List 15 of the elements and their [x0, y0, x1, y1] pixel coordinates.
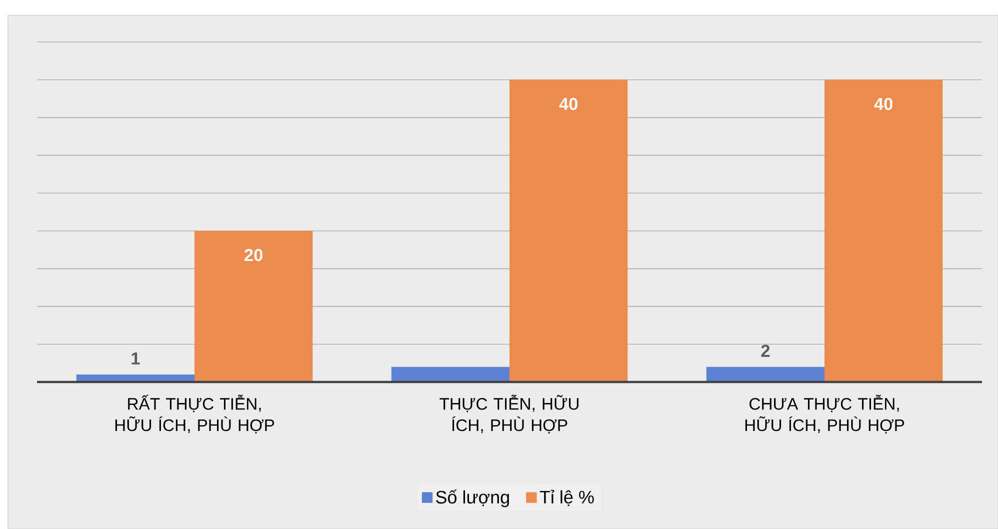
bar	[194, 230, 313, 382]
data-label: 2	[761, 344, 770, 357]
data-label: 40	[874, 98, 892, 110]
bar	[510, 80, 628, 382]
data-label: 40	[559, 98, 578, 110]
data-label: 20	[244, 248, 262, 262]
data-label: 1	[132, 352, 140, 364]
legend-label: Số lượng	[436, 490, 509, 508]
bar	[706, 366, 825, 382]
bar	[391, 366, 510, 382]
x-tick-label: CHƯA THỰC TIỄN, HỮU ÍCH, PHÙ HỢP	[745, 394, 904, 434]
x-tick-label: RẤT THỰC TIỄN, HỮU ÍCH, PHÙ HỢP	[115, 394, 274, 434]
bar	[824, 80, 943, 382]
x-tick-label: THỰC TIỄN, HỮU ÍCH, PHÙ HỢP	[440, 394, 578, 434]
legend-label: Tỉ lệ %	[540, 490, 594, 506]
